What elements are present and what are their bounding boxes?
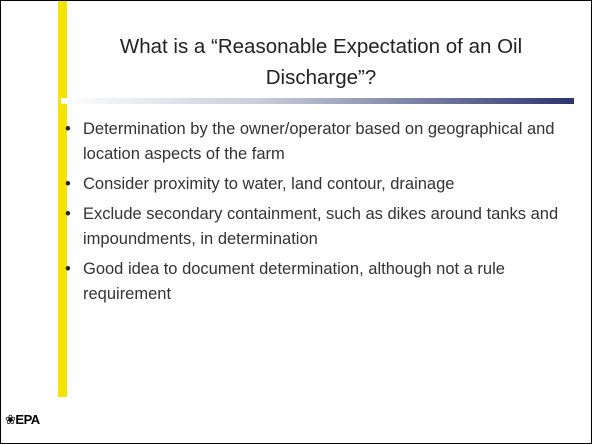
bullet: Determination by the owner/operator base…	[63, 117, 575, 167]
accent-bar	[58, 1, 67, 397]
bullet-list: Determination by the owner/operator base…	[63, 117, 575, 312]
title-rule	[61, 98, 574, 104]
bullet: Exclude secondary containment, such as d…	[63, 202, 575, 252]
bullet: Good idea to document determination, alt…	[63, 257, 575, 307]
logo: ❀EPA	[5, 412, 40, 427]
bullet: Consider proximity to water, land contou…	[63, 172, 575, 197]
slide-title: What is a “Reasonable Expectation of an …	[119, 35, 523, 89]
